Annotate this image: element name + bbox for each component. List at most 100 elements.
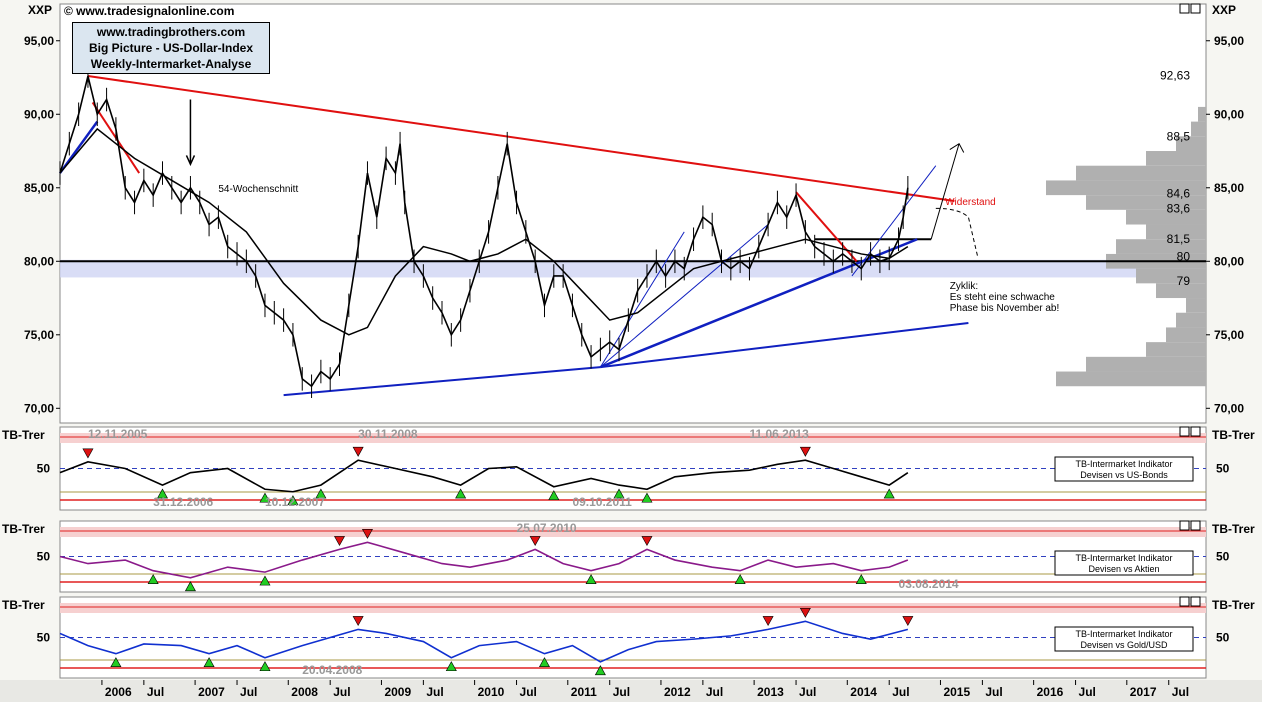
sell-signal-triangle bbox=[799, 446, 811, 457]
volume-profile-bar bbox=[1198, 106, 1206, 122]
volume-profile-bar bbox=[1056, 371, 1206, 387]
x-tick-label: Jul bbox=[1172, 685, 1189, 699]
y-tick-label-right: 75,00 bbox=[1214, 328, 1244, 342]
indicator-series bbox=[59, 541, 909, 579]
level-label: 79 bbox=[1177, 274, 1191, 288]
close-icon bbox=[1190, 520, 1201, 531]
indicator-date-label: 20.04.2008 bbox=[302, 663, 362, 677]
x-tick-label: 2014 bbox=[850, 685, 877, 699]
x-tick-label: Jul bbox=[706, 685, 723, 699]
early-blue-trend bbox=[58, 120, 99, 174]
minimize-icon bbox=[1179, 596, 1190, 607]
volume-profile-bar bbox=[1176, 312, 1206, 328]
level-label: 83,6 bbox=[1167, 201, 1191, 215]
symbol-label-left: XXP bbox=[28, 3, 52, 17]
volume-profile-bar bbox=[1146, 342, 1206, 357]
x-tick-label: 2017 bbox=[1130, 685, 1157, 699]
fan-line-3 bbox=[851, 165, 937, 277]
indicator-box bbox=[1054, 456, 1194, 482]
buy-signal-triangle bbox=[613, 488, 625, 499]
uptrend-line bbox=[599, 238, 918, 369]
x-tick-label: Jul bbox=[1079, 685, 1096, 699]
level-label: 84,6 bbox=[1167, 187, 1191, 201]
volume-profile-bar bbox=[1116, 239, 1206, 254]
level-label: 80 bbox=[1177, 249, 1191, 263]
x-tick-label: Jul bbox=[985, 685, 1002, 699]
indicator-box-line: Devisen vs Aktien bbox=[1088, 564, 1159, 574]
header-line-3: Weekly-Intermarket-Analyse bbox=[90, 57, 252, 71]
overbought-band bbox=[60, 433, 1206, 443]
x-axis-strip bbox=[0, 680, 1262, 702]
y-tick-label-left: 95,00 bbox=[24, 34, 54, 48]
level-label: 88,5 bbox=[1167, 129, 1191, 143]
indicator-date-label: 11.06.2013 bbox=[749, 427, 809, 441]
x-tick-label: 2015 bbox=[943, 685, 970, 699]
indicator-date-label: 31.12.2006 bbox=[153, 495, 213, 509]
indicator-panel-label: TB-Trer bbox=[2, 428, 45, 442]
y-tick-label-right: 80,00 bbox=[1214, 254, 1244, 268]
x-tick-label: 2012 bbox=[664, 685, 691, 699]
sell-signal-triangle bbox=[641, 536, 653, 547]
buy-signal-triangle bbox=[259, 492, 271, 503]
buy-signal-triangle bbox=[156, 488, 168, 499]
indicator-box-line: TB-Intermarket Indikator bbox=[1075, 553, 1172, 563]
fan-line-1 bbox=[599, 231, 685, 368]
x-tick-label: 2007 bbox=[198, 685, 225, 699]
x-tick-label: Jul bbox=[892, 685, 909, 699]
cycle-note-line: Es steht eine schwache bbox=[950, 292, 1055, 303]
indicator-panel-label-right: TB-Trer bbox=[1212, 522, 1255, 536]
volume-profile-bar bbox=[1086, 356, 1206, 372]
indicator-y-tick-left: 50 bbox=[37, 631, 51, 645]
volume-profile-bar bbox=[1126, 209, 1206, 225]
x-tick-label: Jul bbox=[799, 685, 816, 699]
overbought-band bbox=[60, 603, 1206, 613]
volume-profile-bar bbox=[1146, 224, 1206, 240]
buy-signal-triangle bbox=[287, 495, 299, 506]
ma-label: 54-Wochenschnitt bbox=[218, 184, 298, 195]
x-tick-label: 2013 bbox=[757, 685, 784, 699]
indicator-y-tick-right: 50 bbox=[1216, 631, 1230, 645]
indicator-panel-label-right: TB-Trer bbox=[1212, 428, 1255, 442]
buy-signal-triangle bbox=[445, 661, 457, 672]
buy-signal-triangle bbox=[259, 575, 271, 586]
x-tick-label: Jul bbox=[613, 685, 630, 699]
indicator-box-line: Devisen vs Gold/USD bbox=[1080, 640, 1168, 650]
indicator-date-label: 12.11.2005 bbox=[88, 427, 148, 441]
indicator-date-label: 30.11.2008 bbox=[358, 427, 418, 441]
buy-signal-triangle bbox=[734, 574, 746, 584]
projection-dashed bbox=[935, 207, 979, 257]
buy-signal-triangle bbox=[594, 665, 606, 676]
buy-signal-triangle bbox=[259, 661, 271, 672]
buy-signal-triangle bbox=[110, 657, 122, 667]
price-series bbox=[59, 75, 909, 388]
indicator-y-tick-left: 50 bbox=[37, 462, 51, 476]
x-tick-label: Jul bbox=[147, 685, 164, 699]
x-tick-label: Jul bbox=[240, 685, 257, 699]
volume-profile-bar bbox=[1156, 283, 1206, 299]
sell-signal-triangle bbox=[902, 616, 914, 627]
buy-signal-triangle bbox=[585, 574, 597, 584]
sell-signal-triangle bbox=[762, 616, 774, 627]
support-zone-band bbox=[60, 259, 1206, 278]
volume-profile-bar bbox=[1076, 165, 1206, 181]
volume-profile-bar bbox=[1166, 327, 1206, 343]
x-tick-label: Jul bbox=[426, 685, 443, 699]
x-tick-label: 2016 bbox=[1037, 685, 1064, 699]
x-tick-label: Jul bbox=[520, 685, 537, 699]
symbol-label-right: XXP bbox=[1212, 3, 1236, 17]
resistance-label: Widerstand bbox=[945, 197, 996, 208]
indicator-y-tick-right: 50 bbox=[1216, 462, 1230, 476]
header-line-1: www.tradingbrothers.com bbox=[96, 25, 246, 39]
y-tick-label-right: 85,00 bbox=[1214, 181, 1244, 195]
cycle-note-line: Phase bis November ab! bbox=[950, 303, 1060, 314]
close-icon bbox=[1190, 3, 1201, 14]
buy-signal-triangle bbox=[315, 488, 327, 499]
sell-signal-triangle bbox=[82, 448, 94, 459]
copyright-label: © www.tradesignalonline.com bbox=[64, 4, 235, 18]
sell-signal-triangle bbox=[799, 608, 811, 618]
indicator-box-line: TB-Intermarket Indikator bbox=[1075, 629, 1172, 639]
minimize-icon bbox=[1179, 520, 1190, 531]
y-tick-label-left: 70,00 bbox=[24, 401, 54, 415]
resistance-line bbox=[87, 75, 955, 202]
